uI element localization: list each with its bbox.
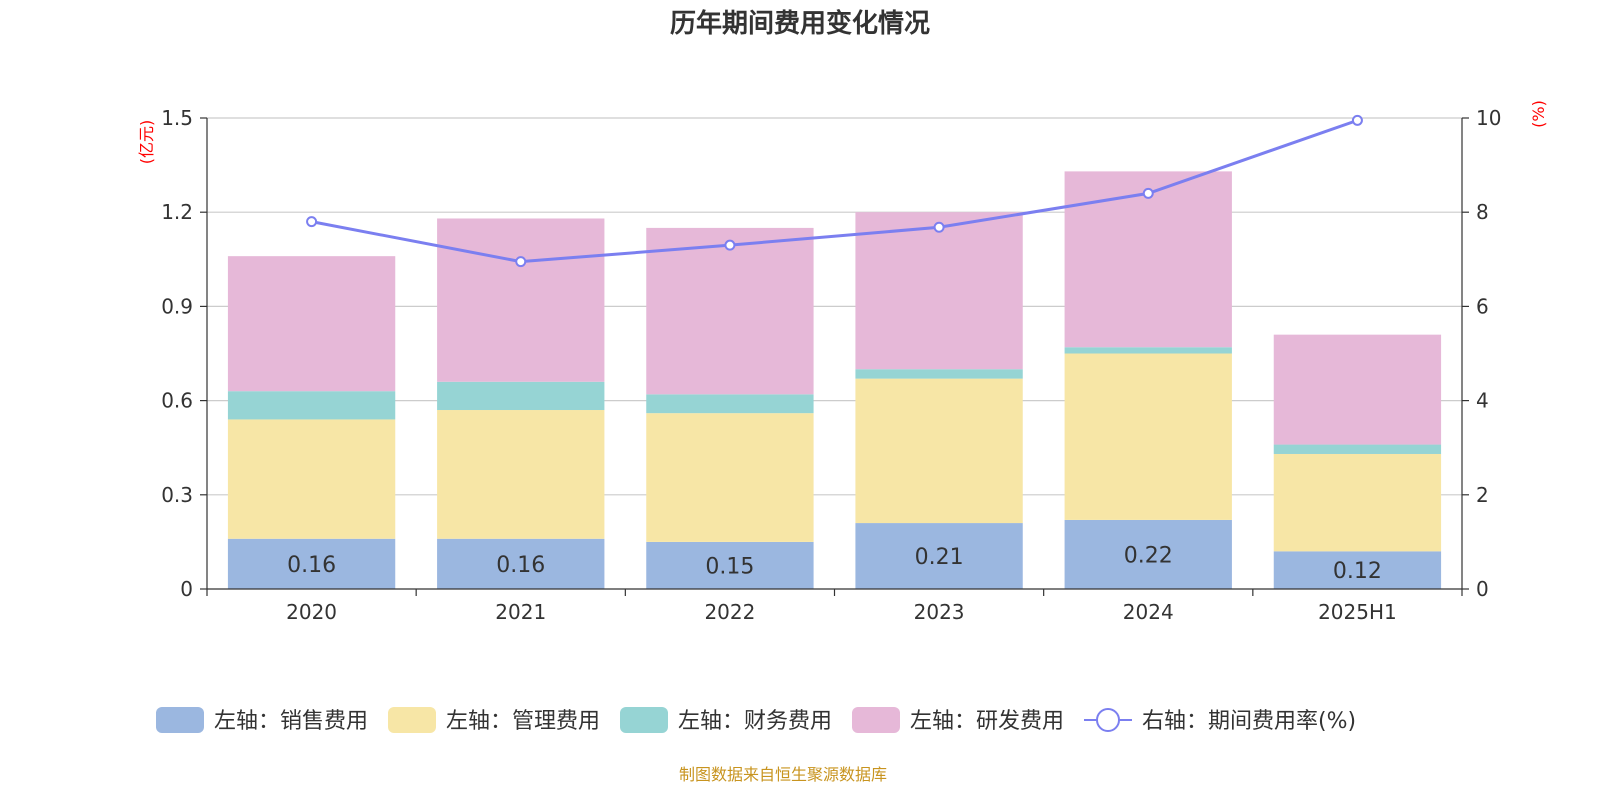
right-axis-unit-label: (%) xyxy=(1529,100,1548,128)
x-axis-category-label: 2021 xyxy=(495,600,546,624)
left-axis-unit-label: (亿元) xyxy=(137,120,156,165)
legend-item[interactable]: 右轴：期间费用率(%) xyxy=(1084,708,1356,734)
bar-data-label: 0.22 xyxy=(1124,543,1173,568)
left-axis-tick-label: 0 xyxy=(180,577,193,601)
chart-title: 历年期间费用变化情况 xyxy=(670,8,930,39)
bar-data-label: 0.15 xyxy=(705,554,754,579)
right-axis-tick-label: 4 xyxy=(1476,389,1489,413)
bar-segment xyxy=(227,538,396,589)
line-series-point xyxy=(933,221,945,233)
legend-item[interactable]: 左轴：销售费用 xyxy=(156,707,368,734)
line-series-point xyxy=(515,256,527,268)
legend-label: 左轴：研发费用 xyxy=(910,709,1064,734)
left-axis-tick-label: 0.9 xyxy=(161,294,193,318)
bar-segment xyxy=(646,413,814,542)
legend-item[interactable]: 左轴：管理费用 xyxy=(388,707,600,734)
bar-segment xyxy=(855,212,1023,370)
line-series-point xyxy=(724,239,736,251)
bar-data-label: 0.16 xyxy=(496,553,545,578)
legend-swatch xyxy=(620,707,668,733)
x-axis-category-label: 2022 xyxy=(704,600,755,624)
left-axis-tick-label: 1.2 xyxy=(161,200,193,224)
grid-lines xyxy=(207,117,1462,496)
line-series-group xyxy=(306,114,1363,268)
line-series-point xyxy=(1142,187,1154,199)
bar-data-label: 0.21 xyxy=(915,545,964,570)
right-axis-tick-label: 10 xyxy=(1476,106,1501,130)
x-axis-category-label: 2024 xyxy=(1123,600,1174,624)
line-series-path xyxy=(311,118,1358,264)
source-note: 制图数据来自恒生聚源数据库 xyxy=(679,765,887,784)
bar-segment xyxy=(1273,551,1442,589)
legend-swatch xyxy=(852,707,900,733)
legend-marker xyxy=(1096,708,1120,732)
bar-segment xyxy=(437,381,605,411)
x-axis-category-label: 2020 xyxy=(286,600,337,624)
bar-series-group xyxy=(227,171,1442,589)
left-axis-tick-label: 1.5 xyxy=(161,106,193,130)
bar-segment xyxy=(227,391,396,420)
right-axis-tick-label: 6 xyxy=(1476,294,1489,318)
legend-label: 右轴：期间费用率(%) xyxy=(1142,709,1356,734)
bar-segment xyxy=(855,378,1023,524)
x-axis-category-label: 2025H1 xyxy=(1318,600,1397,624)
bar-data-label: 0.16 xyxy=(287,553,336,578)
bar-segment xyxy=(1273,444,1442,454)
line-series-point xyxy=(306,216,318,228)
bar-data-label: 0.12 xyxy=(1333,559,1382,584)
line-series-point xyxy=(1351,114,1363,126)
bar-segment xyxy=(227,419,396,539)
bar-segment xyxy=(855,369,1023,379)
bar-segment xyxy=(1064,353,1232,520)
legend-item[interactable]: 左轴：研发费用 xyxy=(852,707,1064,734)
bar-segment xyxy=(227,256,396,392)
legend-item[interactable]: 左轴：财务费用 xyxy=(620,707,832,734)
legend-label: 左轴：销售费用 xyxy=(214,709,368,734)
right-axis-tick-label: 0 xyxy=(1476,577,1489,601)
bar-segment xyxy=(437,538,605,589)
axes: 0 0.3 0.6 0.9 1.2 1.5 0 2 4 6 8 10 (亿元) (%) 2020 2021 20… xyxy=(137,100,1548,624)
legend-label: 左轴：管理费用 xyxy=(446,709,600,734)
left-axis-tick-label: 0.6 xyxy=(161,389,193,413)
bar-segment xyxy=(437,218,605,382)
legend-label: 左轴：财务费用 xyxy=(678,709,832,734)
bar-segment xyxy=(1273,334,1442,445)
data-labels: 0.16 0.16 0.15 0.21 0.22 0.12 xyxy=(287,543,1382,584)
left-axis-tick-label: 0.3 xyxy=(161,483,193,507)
x-axis-category-label: 2023 xyxy=(914,600,965,624)
bar-segment xyxy=(1273,453,1442,552)
bar-segment xyxy=(646,394,814,414)
bar-segment xyxy=(855,523,1023,589)
legend: 左轴：销售费用 左轴：管理费用 左轴：财务费用 左轴：研发费用 右轴：期间费用率(%) xyxy=(156,707,1356,734)
right-axis-tick-label: 8 xyxy=(1476,200,1489,224)
legend-swatch xyxy=(156,707,204,733)
bar-segment xyxy=(1064,519,1232,589)
bar-segment xyxy=(1064,171,1232,348)
bar-segment xyxy=(646,227,814,395)
right-axis-tick-label: 2 xyxy=(1476,483,1489,507)
bar-segment xyxy=(646,541,814,589)
bar-segment xyxy=(437,410,605,539)
bar-segment xyxy=(1064,347,1232,354)
legend-swatch xyxy=(388,707,436,733)
